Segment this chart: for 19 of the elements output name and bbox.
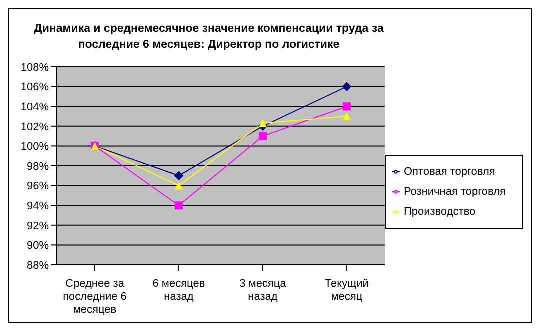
legend-label: Оптовая торговля — [404, 166, 496, 178]
x-tick-label: 3 месяца назад — [240, 278, 288, 303]
y-tick-label: 92% — [26, 220, 50, 232]
x-tick-label: Среднее за последние 6 месяцев — [63, 278, 127, 316]
y-tick-label: 98% — [26, 160, 50, 173]
y-tick-label: 106% — [20, 82, 50, 94]
y-tick-label: 108% — [20, 62, 50, 74]
y-tick-label: 96% — [26, 180, 50, 193]
chart-title: Динамика и среднемесячное значение компенсации труда за последние 6 месяцев: Директор по логистике — [33, 22, 385, 53]
x-tick-label: 6 месяцев назад — [152, 278, 206, 303]
y-tick-label: 100% — [20, 141, 50, 154]
y-tick-label: 94% — [26, 200, 50, 213]
x-tick-label: Текущий месяц — [324, 278, 369, 303]
y-tick-label: 104% — [20, 102, 50, 114]
legend-label: Розничная торговля — [404, 186, 506, 198]
y-tick-label: 88% — [26, 260, 50, 272]
y-tick-label: 90% — [26, 240, 50, 252]
y-tick-label: 102% — [20, 121, 50, 134]
legend-label: Производство — [404, 206, 476, 218]
